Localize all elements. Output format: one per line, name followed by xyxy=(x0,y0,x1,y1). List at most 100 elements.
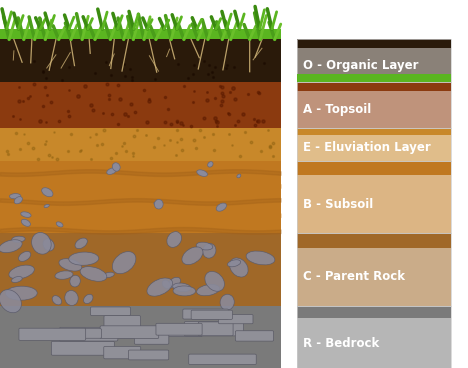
FancyBboxPatch shape xyxy=(134,330,169,344)
Bar xyxy=(297,233,451,305)
Ellipse shape xyxy=(208,162,213,167)
Bar xyxy=(0,29,280,39)
Bar xyxy=(297,82,451,91)
Ellipse shape xyxy=(52,296,62,305)
Ellipse shape xyxy=(167,231,182,247)
FancyBboxPatch shape xyxy=(219,315,253,324)
Bar xyxy=(294,39,465,368)
FancyBboxPatch shape xyxy=(191,310,233,319)
Ellipse shape xyxy=(9,194,21,199)
Ellipse shape xyxy=(205,272,225,291)
Bar xyxy=(0,161,280,233)
Ellipse shape xyxy=(112,163,120,171)
Ellipse shape xyxy=(182,247,203,265)
Ellipse shape xyxy=(84,294,93,304)
Ellipse shape xyxy=(44,204,49,208)
Ellipse shape xyxy=(65,290,78,305)
Ellipse shape xyxy=(154,202,161,206)
Bar xyxy=(297,48,451,82)
Ellipse shape xyxy=(173,286,196,296)
Ellipse shape xyxy=(112,252,136,274)
Bar xyxy=(297,39,451,48)
FancyBboxPatch shape xyxy=(235,331,274,341)
FancyBboxPatch shape xyxy=(100,326,159,339)
Ellipse shape xyxy=(162,280,170,289)
Ellipse shape xyxy=(197,284,220,296)
Ellipse shape xyxy=(80,266,107,281)
Bar xyxy=(297,39,451,82)
Ellipse shape xyxy=(220,294,234,310)
Ellipse shape xyxy=(107,168,117,174)
Bar xyxy=(297,176,451,233)
Bar xyxy=(0,39,280,82)
FancyBboxPatch shape xyxy=(156,323,202,335)
FancyBboxPatch shape xyxy=(51,342,114,355)
Bar xyxy=(297,233,451,248)
Bar xyxy=(297,128,451,161)
Bar xyxy=(0,233,280,305)
Ellipse shape xyxy=(147,278,173,296)
FancyBboxPatch shape xyxy=(59,328,118,341)
Bar xyxy=(297,161,451,176)
Ellipse shape xyxy=(56,222,63,227)
Ellipse shape xyxy=(237,174,241,178)
Ellipse shape xyxy=(22,219,30,226)
Text: E - Eluviation Layer: E - Eluviation Layer xyxy=(303,141,431,154)
Bar xyxy=(297,318,451,368)
Ellipse shape xyxy=(227,260,241,267)
Ellipse shape xyxy=(12,236,25,242)
Ellipse shape xyxy=(32,233,51,254)
FancyBboxPatch shape xyxy=(104,316,140,330)
FancyBboxPatch shape xyxy=(110,326,141,339)
FancyBboxPatch shape xyxy=(183,309,228,319)
Ellipse shape xyxy=(70,275,80,287)
Bar xyxy=(0,128,280,161)
Bar xyxy=(297,305,451,318)
FancyBboxPatch shape xyxy=(90,307,131,315)
Ellipse shape xyxy=(203,243,216,258)
Ellipse shape xyxy=(0,240,22,253)
FancyBboxPatch shape xyxy=(19,328,86,340)
Ellipse shape xyxy=(216,203,227,211)
Bar xyxy=(297,82,451,128)
Ellipse shape xyxy=(197,170,207,176)
Bar xyxy=(297,74,451,82)
FancyBboxPatch shape xyxy=(53,329,102,338)
Ellipse shape xyxy=(75,238,88,249)
Ellipse shape xyxy=(14,197,22,204)
Ellipse shape xyxy=(12,276,22,283)
Ellipse shape xyxy=(59,259,82,271)
FancyBboxPatch shape xyxy=(184,322,244,336)
Bar xyxy=(297,305,451,368)
Ellipse shape xyxy=(196,242,213,250)
Bar xyxy=(297,248,451,305)
Ellipse shape xyxy=(19,251,31,261)
Text: O - Organic Layer: O - Organic Layer xyxy=(303,59,419,71)
Ellipse shape xyxy=(173,283,191,291)
Ellipse shape xyxy=(9,265,34,279)
Ellipse shape xyxy=(42,188,53,197)
FancyBboxPatch shape xyxy=(156,324,202,337)
Ellipse shape xyxy=(69,252,99,265)
FancyBboxPatch shape xyxy=(198,322,233,336)
FancyBboxPatch shape xyxy=(128,350,169,360)
FancyBboxPatch shape xyxy=(189,354,256,364)
Ellipse shape xyxy=(6,286,37,300)
Text: C - Parent Rock: C - Parent Rock xyxy=(303,270,405,283)
Text: A - Topsoil: A - Topsoil xyxy=(303,103,372,116)
Ellipse shape xyxy=(55,271,73,279)
Text: B - Subsoil: B - Subsoil xyxy=(303,198,373,211)
Bar xyxy=(297,161,451,233)
Ellipse shape xyxy=(0,290,22,313)
Text: R - Bedrock: R - Bedrock xyxy=(303,336,380,350)
Ellipse shape xyxy=(43,239,54,251)
Bar xyxy=(297,128,451,135)
Bar xyxy=(297,91,451,128)
Ellipse shape xyxy=(246,251,275,265)
FancyBboxPatch shape xyxy=(104,346,141,359)
Ellipse shape xyxy=(21,212,31,217)
Bar xyxy=(0,82,280,128)
Ellipse shape xyxy=(230,258,248,277)
Bar xyxy=(0,305,280,368)
Bar xyxy=(297,135,451,161)
